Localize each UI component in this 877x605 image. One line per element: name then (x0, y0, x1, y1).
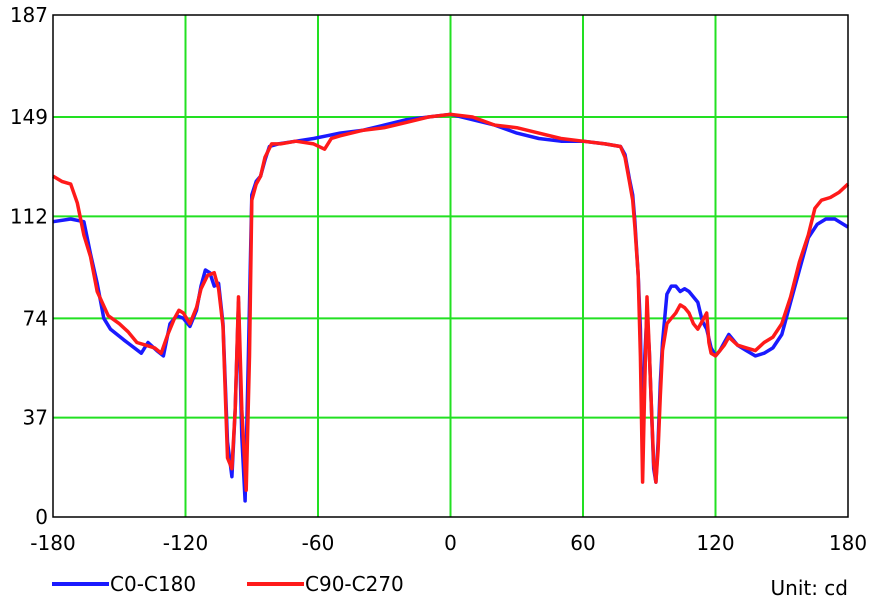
y-tick-label: 112 (10, 204, 48, 228)
x-tick-label: -60 (302, 531, 335, 555)
unit-label: Unit: cd (771, 576, 849, 600)
y-tick-label: 74 (23, 306, 48, 330)
plot-frame (52, 14, 849, 518)
legend-label: C0-C180 (110, 572, 196, 596)
x-tick-label: -120 (163, 531, 208, 555)
series-lines (52, 112, 850, 503)
y-tick-label: 0 (35, 505, 48, 529)
series-line-c90-c270 (52, 112, 850, 492)
y-tick-label: 149 (10, 105, 48, 129)
legend-label: C90-C270 (305, 572, 404, 596)
x-tick-label: -180 (30, 531, 75, 555)
x-tick-label: 120 (696, 531, 734, 555)
legend: C0-C180 C90-C270 (52, 572, 404, 596)
grid-lines (53, 15, 848, 517)
x-tick-label: 0 (444, 531, 457, 555)
x-axis-tick-labels: -180 -120 -60 0 60 120 180 (30, 531, 867, 555)
y-tick-label: 37 (23, 406, 48, 430)
x-tick-label: 180 (829, 531, 867, 555)
x-tick-label: 60 (570, 531, 595, 555)
y-tick-label: 187 (10, 3, 48, 27)
y-axis-tick-labels: 0 37 74 112 149 187 (10, 3, 48, 529)
